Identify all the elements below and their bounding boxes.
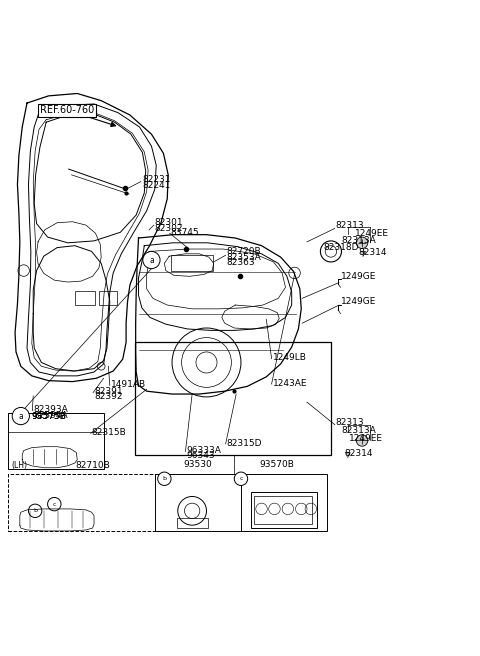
Circle shape	[234, 472, 248, 485]
Circle shape	[356, 237, 368, 249]
Text: 82315D: 82315D	[227, 440, 262, 448]
Bar	[155, 474, 327, 531]
Text: REF.60-760: REF.60-760	[40, 105, 94, 115]
Text: 82313: 82313	[336, 419, 364, 427]
Text: a: a	[18, 411, 23, 420]
Text: 1249EE: 1249EE	[349, 434, 383, 443]
Text: 82391: 82391	[94, 386, 123, 396]
Text: 82313: 82313	[336, 220, 364, 230]
Text: b: b	[33, 508, 37, 514]
Text: 82302: 82302	[155, 224, 183, 233]
Text: 82315B: 82315B	[92, 428, 126, 437]
Text: 1249GE: 1249GE	[340, 272, 376, 281]
Text: 82241: 82241	[142, 181, 170, 190]
Text: 82710B: 82710B	[75, 461, 109, 470]
Circle shape	[12, 407, 29, 424]
Polygon shape	[360, 251, 365, 256]
Text: 82393A: 82393A	[33, 405, 68, 414]
Circle shape	[356, 435, 368, 446]
Polygon shape	[345, 453, 350, 457]
Text: 1249GE: 1249GE	[340, 297, 376, 306]
Text: 82313A: 82313A	[341, 236, 376, 245]
Bar	[251, 492, 317, 528]
Text: 82231: 82231	[142, 175, 170, 184]
Text: b: b	[162, 476, 167, 482]
Circle shape	[28, 504, 42, 518]
Text: 82318D: 82318D	[324, 243, 359, 252]
Bar	[177, 518, 208, 528]
Bar	[170, 255, 213, 270]
Bar	[8, 413, 104, 469]
Text: c: c	[239, 476, 243, 482]
Circle shape	[157, 472, 171, 485]
Text: 82720B: 82720B	[227, 247, 261, 256]
Bar	[135, 342, 331, 455]
Text: 82392: 82392	[94, 392, 122, 401]
Text: 96333A: 96333A	[186, 445, 221, 455]
Text: 82363: 82363	[227, 258, 255, 268]
Text: 1491AB: 1491AB	[111, 380, 146, 389]
Bar	[75, 291, 95, 305]
Circle shape	[143, 251, 160, 269]
Text: (LH): (LH)	[11, 461, 27, 470]
Text: a: a	[149, 256, 154, 264]
Text: 82313A: 82313A	[341, 426, 376, 436]
Bar	[8, 474, 173, 531]
Text: 82314: 82314	[359, 248, 387, 257]
Text: 83745: 83745	[170, 228, 199, 237]
Text: 82353A: 82353A	[227, 253, 261, 262]
Text: 1249EE: 1249EE	[355, 229, 389, 237]
Bar	[99, 291, 117, 305]
Text: 82394A: 82394A	[33, 411, 68, 420]
Text: 93575B: 93575B	[31, 411, 66, 420]
Text: 96343: 96343	[186, 451, 215, 461]
Text: 93570B: 93570B	[259, 460, 294, 469]
Text: 82301: 82301	[155, 218, 183, 227]
Text: 1249LB: 1249LB	[273, 353, 306, 362]
Text: 93530: 93530	[183, 460, 212, 469]
Bar	[254, 497, 312, 524]
Text: c: c	[52, 502, 56, 506]
Text: 1243AE: 1243AE	[273, 379, 307, 388]
Text: 82314: 82314	[344, 449, 373, 458]
Text: 93575B: 93575B	[31, 411, 66, 420]
Circle shape	[48, 497, 61, 511]
